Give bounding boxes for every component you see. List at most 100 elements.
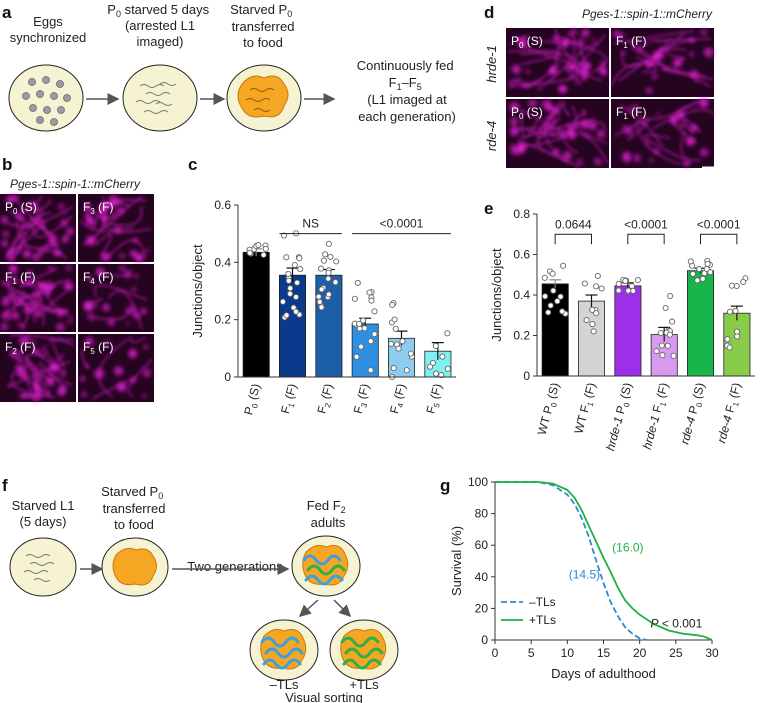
significance-label: <0.0001 (380, 217, 424, 231)
starved-plate (122, 64, 198, 132)
data-points (351, 279, 378, 374)
micrograph-tile: F1 (F) (610, 28, 714, 97)
micrograph-tile: F1 (F) (611, 98, 715, 168)
panel-label-a: a (2, 3, 12, 22)
data-points (687, 257, 714, 284)
minus-tls-label: –TLs (270, 677, 299, 692)
x-tick-label: rde-4 F1 (F) (714, 381, 745, 445)
x-tick-label: F4 (F) (387, 382, 410, 416)
panel-label-e: e (484, 199, 493, 218)
y-tick-label: 40 (475, 570, 489, 584)
data-points (388, 300, 415, 381)
y-axis-label: Junctions/object (190, 244, 205, 338)
panel-label-d: d (484, 3, 494, 22)
y-tick-label: 60 (475, 538, 489, 552)
panel-c: c 0 0.2 0.4 0.6 Junctions/object P0 (S) F1 (F)… (188, 155, 456, 417)
tile-label: P0 (S) (511, 105, 543, 121)
panel-e-chart: 0 0.2 0.4 0.6 0.8 Junctions/object WT P0 (S)WT… (489, 207, 755, 453)
panel-d: d Pges-1::spin-1::mCherry hrde-1 rde-4 P… (484, 3, 750, 170)
x-tick-label: WT P0 (S) (535, 381, 564, 437)
row-label-hrde-1: hrde-1 (484, 45, 499, 83)
x-axis-label: Days of adulthood (551, 666, 656, 681)
y-tick-label: 0 (481, 633, 488, 647)
micrograph-tile: F3 (F) (78, 194, 154, 263)
data-points (541, 262, 569, 317)
significance-label: NS (302, 217, 319, 231)
egg-icon (22, 76, 71, 126)
x-tick-label: 20 (633, 646, 647, 660)
x-tick-label: 0 (492, 646, 499, 660)
data-points (315, 240, 340, 311)
x-tick-label: hrde-1 P0 (S) (603, 381, 637, 453)
significance-label: 0.0644 (555, 217, 592, 231)
visual-sorting-label: Visual sorting (285, 690, 363, 703)
plus-tls-label: +TLs (349, 677, 379, 692)
survival-line (495, 481, 713, 641)
data-points (653, 292, 677, 359)
tile-label: F1 (F) (616, 34, 646, 50)
step-eggs-text: Eggs synchronized (10, 14, 87, 45)
significance-bracket (700, 233, 738, 245)
food-lawn-icon (237, 75, 289, 118)
worm-icon (23, 554, 55, 582)
worm-icon (245, 88, 275, 112)
x-tick-label: WT F1 (F) (571, 381, 600, 436)
x-tick-label: 10 (561, 646, 575, 660)
x-tick-label: 15 (597, 646, 611, 660)
micrograph-tile: F1 (F) (0, 264, 76, 332)
arrow-icon (333, 599, 352, 618)
y-tick-label: 0.4 (513, 288, 530, 302)
x-tick-label: 25 (669, 646, 683, 660)
panel-label-c: c (188, 155, 197, 174)
panel-d-title: Pges-1::spin-1::mCherry (582, 7, 713, 21)
x-tick-label: hrde-1 F1 (F) (640, 381, 673, 451)
legend-label: –TLs (529, 595, 556, 609)
bar (723, 312, 751, 377)
data-points (246, 242, 269, 258)
y-tick-label: 0.8 (513, 207, 530, 221)
x-tick-label: F1 (F) (278, 382, 301, 416)
significance-bracket (627, 233, 665, 245)
tile-label: F4 (F) (83, 270, 113, 286)
y-axis-label: Survival (%) (449, 526, 464, 596)
y-tick-label: 0 (523, 369, 530, 383)
micrograph-tile: F4 (F) (78, 264, 154, 332)
significance-bracket (554, 233, 592, 245)
panel-label-f: f (2, 476, 8, 495)
y-tick-label: 0.2 (513, 329, 530, 343)
tile-label: F1 (F) (616, 105, 646, 121)
x-tick-label: 5 (528, 646, 535, 660)
bar (278, 274, 306, 378)
tile-label: F1 (F) (5, 270, 35, 286)
y-tick-label: 20 (475, 601, 489, 615)
data-points (427, 330, 451, 379)
micrograph-tile: P0 (S) (506, 99, 609, 168)
starved-l1-text: Starved L1 (5 days) (12, 498, 75, 529)
p-value-annotation: P < 0.001 (651, 616, 703, 630)
x-tick-label: F2 (F) (314, 382, 337, 416)
egg-plate (8, 64, 84, 132)
x-tick-label: F3 (F) (351, 382, 374, 416)
tile-label: P0 (S) (5, 200, 37, 216)
panel-c-chart: 0 0.2 0.4 0.6 Junctions/object P0 (S) F1 (F) F2… (190, 198, 456, 417)
starved-l1-plate (9, 537, 77, 597)
panel-d-tiles: P0 (S) F1 (F) P0 (S) F1 (F) (506, 28, 715, 168)
data-points (724, 275, 749, 351)
micrograph-tile: F5 (F) (78, 334, 154, 402)
panel-e: e 0 0.2 0.4 0.6 0.8 Junctions/object WT P0 (S)… (484, 199, 755, 453)
food-lawn-icon (112, 547, 157, 586)
tile-label: F3 (F) (83, 200, 113, 216)
transfer-text: Starved P0 transferred to food (101, 484, 167, 532)
y-tick-label: 0.2 (214, 313, 231, 327)
bar (242, 251, 270, 378)
two-generations-text: Two generations (187, 559, 283, 574)
adult-worm-icon (260, 636, 304, 670)
data-points (615, 276, 641, 295)
significance-label: <0.0001 (697, 217, 741, 231)
step-fed-text: Continuously fed F1–F5 (L1 imaged at each… (357, 58, 457, 124)
bar (614, 285, 642, 377)
adult-worm-icon (340, 636, 384, 670)
micrograph-tile: P0 (S) (506, 28, 609, 97)
tile-label: F5 (F) (83, 340, 113, 356)
